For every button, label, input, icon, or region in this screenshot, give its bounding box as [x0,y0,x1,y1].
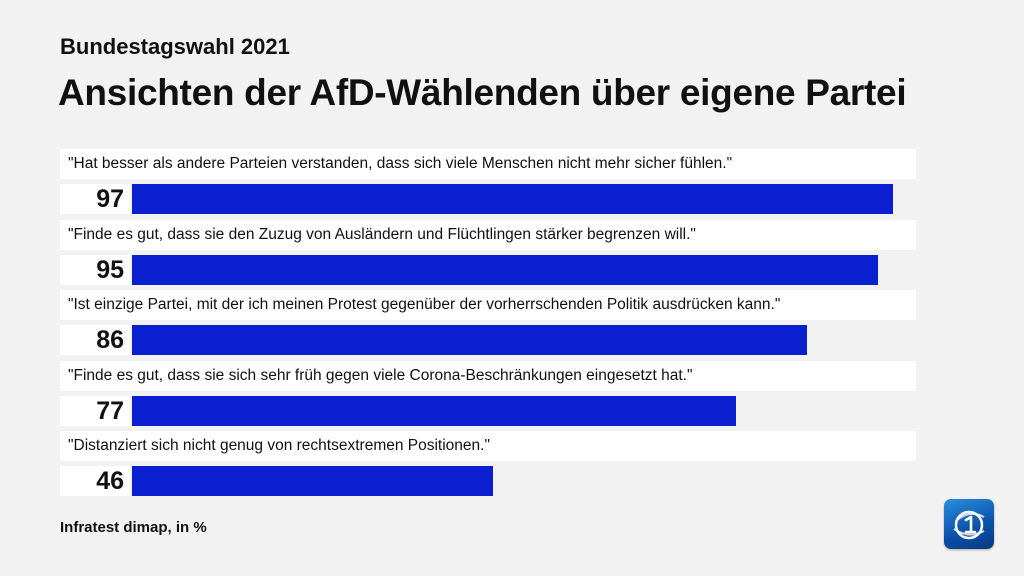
bar [132,466,493,496]
value-label-box [60,466,130,496]
category-label: "Distanziert sich nicht genug von rechts… [68,437,490,454]
category-label: "Hat besser als andere Parteien verstand… [68,155,733,172]
bar [132,255,878,285]
category-label-box [60,290,916,320]
category-label-box [60,149,916,179]
value-label: 46 [96,467,124,495]
tagesschau-logo-icon [944,499,994,549]
category-label: "Ist einzige Partei, mit der ich meinen … [68,296,781,313]
value-label-box [60,255,130,285]
bar [132,396,736,426]
category-label-box [60,361,916,391]
category-label-box [60,220,916,250]
value-label-box [60,396,130,426]
category-label: "Finde es gut, dass sie sich sehr früh g… [68,367,693,384]
value-label-box [60,325,130,355]
category-label: "Finde es gut, dass sie den Zuzug von Au… [68,226,696,243]
value-label: 95 [96,256,124,284]
bar [132,325,807,355]
category-label-box [60,431,916,461]
chart-subtitle: Bundestagswahl 2021 [60,34,290,59]
value-label-box [60,184,130,214]
chart-title: Ansichten der AfD-Wählenden über eigene … [58,72,907,113]
value-label: 97 [96,185,124,213]
source-note: Infratest dimap, in % [60,519,207,536]
bar [132,184,893,214]
value-label: 86 [96,326,124,354]
value-label: 77 [96,397,124,425]
